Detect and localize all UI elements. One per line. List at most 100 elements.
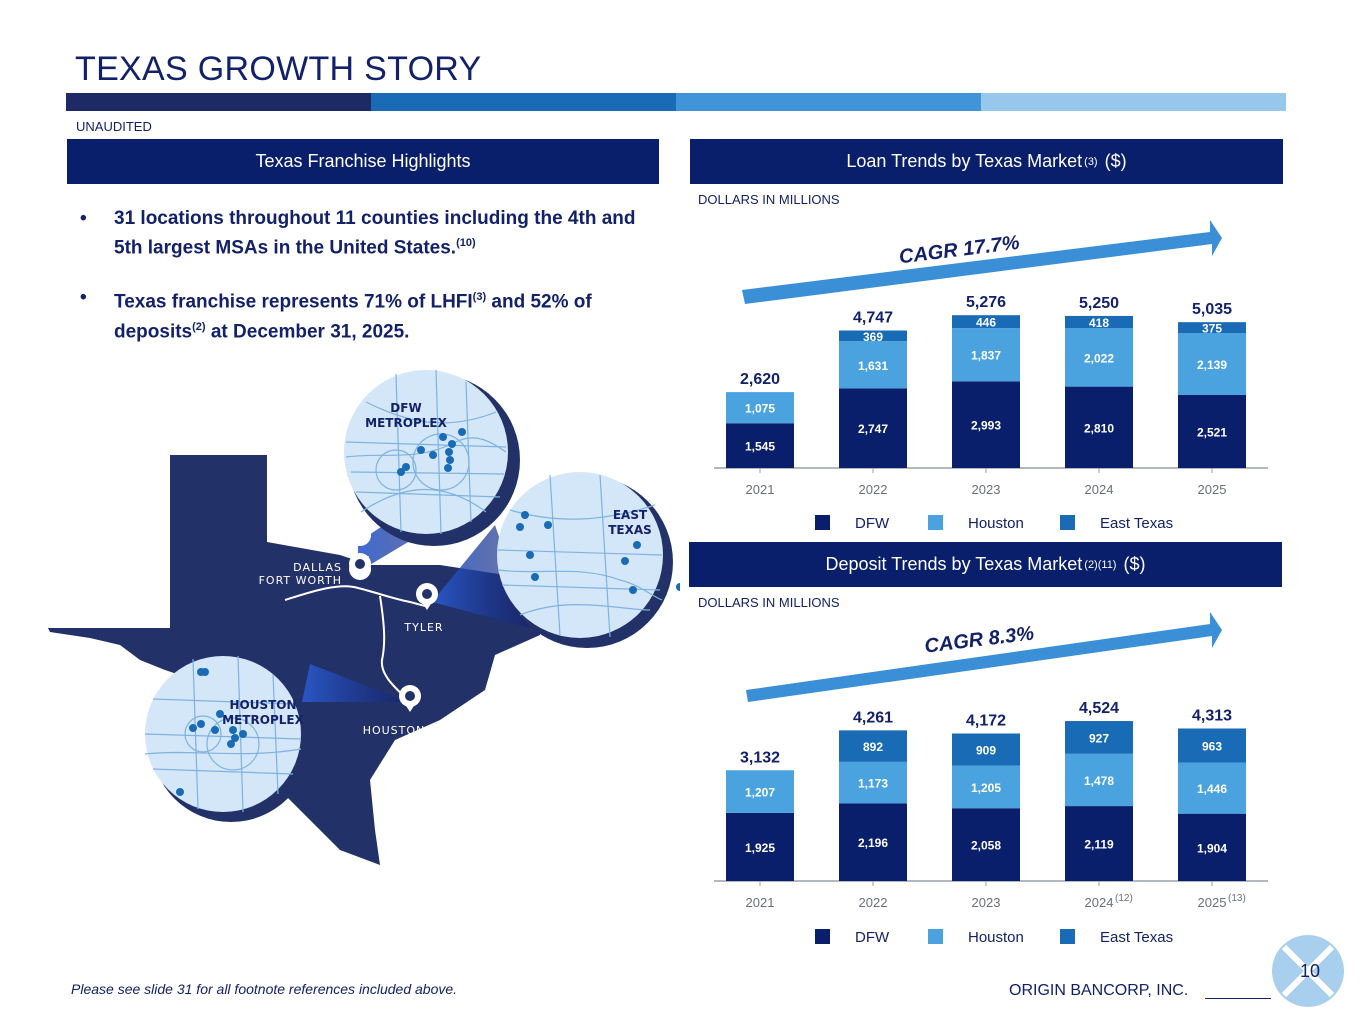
data-label: 1,205: [971, 781, 1001, 795]
bar-segment-east-texas: [1065, 315, 1133, 329]
deposit-header-sup: (2)(11): [1084, 558, 1117, 571]
bar-segment-east-texas: [1178, 728, 1246, 763]
map-label-dallas: DALLAS: [293, 561, 342, 574]
highlight-text: (2): [192, 320, 206, 333]
deposit-units: DOLLARS IN MILLIONS: [698, 595, 840, 610]
houston-inset-label: HOUSTON: [229, 698, 296, 712]
dfw-inset-label: DFW: [390, 401, 421, 415]
highlights-header-text: Texas Franchise Highlights: [255, 151, 471, 171]
highlight-text: Texas franchise represents 71% of LHFI: [114, 291, 473, 313]
highlight-text: (10): [456, 237, 476, 249]
page-number-badge: 10: [1272, 935, 1344, 1007]
data-label: 927: [1089, 731, 1109, 745]
bar-segment-east-texas: [1065, 721, 1133, 754]
cagr-arrow: [742, 220, 1222, 304]
highlight-text: and 52% of deposits: [114, 291, 592, 342]
bar-segment-dfw: [952, 808, 1020, 881]
pin-icon: [399, 685, 421, 712]
total-label: 5,276: [966, 294, 1006, 311]
deposit-header-text: Deposit Trends by Texas Market: [825, 554, 1083, 574]
legend-swatch: [815, 929, 830, 944]
stripe-segment: [371, 93, 676, 111]
bar-segment-houston: [1065, 753, 1133, 807]
highlight-text: at December 31, 2025.: [205, 320, 410, 342]
bar-segment-dfw: [839, 388, 907, 468]
dfw-inset: DFW METROPLEX: [344, 369, 520, 546]
highlight-bullet: 31 locations throughout 11 counties incl…: [78, 206, 658, 260]
data-label: 369: [863, 330, 883, 344]
map-label-tyler: TYLER: [403, 621, 443, 634]
page-number: 10: [1300, 961, 1320, 981]
data-label: 1,837: [971, 349, 1001, 363]
east-beam: [432, 525, 530, 628]
data-label: 1,173: [858, 777, 888, 791]
data-label: 1,904: [1197, 841, 1227, 855]
total-label: 4,524: [1079, 700, 1119, 717]
bar-segment-houston: [1178, 762, 1246, 814]
bar-segment-houston: [1178, 333, 1246, 395]
east-inset-label: TEXAS: [608, 523, 652, 537]
texas-shape: [48, 455, 560, 865]
loan-header-sup: (3): [1084, 155, 1098, 168]
x-tick-label: 2025: [1198, 895, 1227, 910]
data-label: 2,058: [971, 839, 1001, 853]
highlight-text: (3): [472, 291, 487, 304]
x-tick-label: 2021: [746, 895, 775, 910]
bar-segment-houston: [839, 341, 907, 389]
legend-label: Houston: [968, 515, 1024, 532]
data-label: 375: [1202, 322, 1222, 336]
houston-beam: [302, 664, 408, 702]
stripe-segment: [981, 93, 1286, 111]
x-tick-label: 2024: [1085, 482, 1114, 497]
data-label: 418: [1089, 316, 1109, 330]
bar-segment-dfw: [839, 803, 907, 881]
x-tick-label: 2023: [972, 482, 1001, 497]
legend-swatch: [815, 515, 830, 530]
company-name: ORIGIN BANCORP, INC.: [1009, 982, 1189, 999]
bar-segment-dfw: [1065, 806, 1133, 881]
x-tick-label: 2021: [746, 482, 775, 497]
legend-label: DFW: [855, 929, 890, 946]
data-label: 2,022: [1084, 351, 1114, 365]
legend-swatch: [928, 515, 943, 530]
total-label: 3,132: [740, 749, 780, 766]
data-label: 2,810: [1084, 421, 1114, 435]
bar-segment-east-texas: [952, 315, 1020, 329]
page-title: TEXAS GROWTH STORY: [75, 50, 482, 88]
bar-segment-houston: [952, 328, 1020, 382]
bar-segment-east-texas: [1178, 322, 1246, 334]
location-pins: [176, 668, 247, 796]
data-label: 1,631: [858, 359, 888, 373]
bar-segment-east-texas: [839, 330, 907, 342]
texas-map: DALLAS FORT WORTH TYLER HOUSTON DFW METR…: [48, 369, 680, 865]
bar-segment-dfw: [1178, 813, 1246, 881]
east-inset-label: EAST: [613, 508, 648, 522]
highlight-bullet: Texas franchise represents 71% of LHFI(3…: [78, 285, 658, 344]
total-label: 4,313: [1192, 708, 1232, 725]
houston-inset-label: METROPLEX: [222, 713, 304, 727]
highlights-header: Texas Franchise Highlights: [67, 139, 659, 184]
pin-icon: [416, 583, 438, 610]
legend-label: Houston: [968, 929, 1024, 946]
data-label: 2,747: [858, 422, 888, 436]
data-label: 909: [976, 744, 996, 758]
stripe-segment: [676, 93, 981, 111]
x-tick-label: 2022: [859, 482, 888, 497]
total-label: 5,035: [1192, 301, 1232, 318]
data-label: 2,521: [1197, 425, 1227, 439]
data-label: 963: [1202, 740, 1222, 754]
x-tick-superscript: (13): [1228, 893, 1246, 904]
data-label: 1,207: [745, 786, 775, 800]
location-pins: [397, 428, 466, 476]
data-label: 446: [976, 316, 996, 330]
location-pins: [516, 511, 680, 594]
title-stripe: [66, 93, 1286, 111]
legend-swatch: [928, 929, 943, 944]
bar-segment-east-texas: [952, 733, 1020, 766]
bar-segment-houston: [952, 765, 1020, 809]
total-label: 4,261: [853, 709, 893, 726]
deposit-header-tail: ($): [1123, 554, 1146, 574]
data-label: 1,075: [745, 402, 775, 416]
total-label: 4,747: [853, 310, 893, 327]
bar-segment-dfw: [726, 423, 794, 468]
